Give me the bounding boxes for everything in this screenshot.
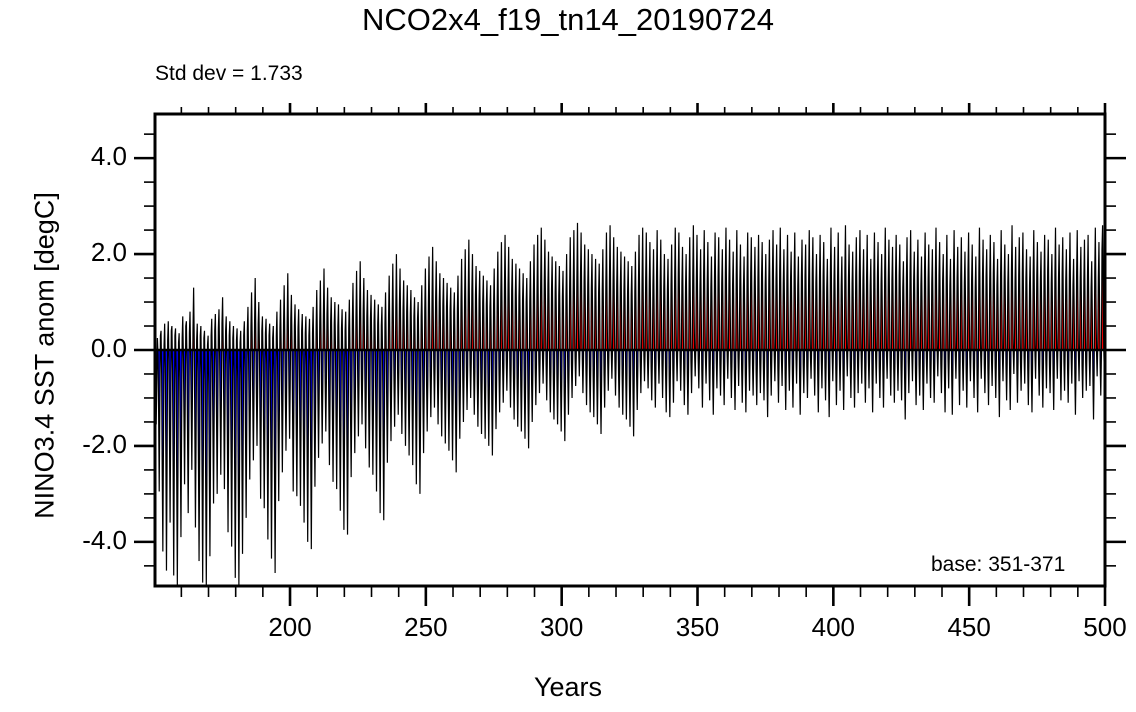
x-tick-label: 200 [268,612,312,642]
x-tick-label: 350 [675,612,720,642]
x-tick-label: 500 [1083,612,1127,642]
chart-title: NCO2x4_f19_tn14_20190724 [362,2,774,37]
x-tick-label: 450 [947,612,991,642]
y-tick-label: 2.0 [90,237,127,268]
y-tick-label: 0.0 [90,333,127,363]
y-tick-label: -2.0 [82,428,127,459]
y-tick-label: -4.0 [82,524,127,555]
baseline-annotation: base: 351-371 [931,553,1066,576]
y-tick-label: 4.0 [90,141,127,172]
std-dev-annotation: Std dev = 1.733 [155,62,303,85]
x-tick-label: 250 [404,612,448,642]
x-tick-label: 400 [811,612,856,642]
x-tick-label: 300 [539,612,584,642]
data-series [155,222,1105,586]
x-axis-label: Years [533,672,603,702]
axes [134,103,1126,606]
